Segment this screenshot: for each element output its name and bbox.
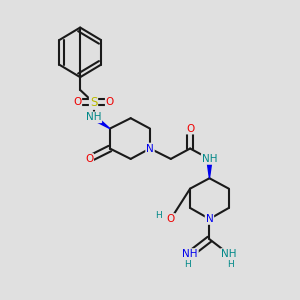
Polygon shape [207, 159, 212, 178]
Text: H: H [227, 260, 234, 269]
Text: N: N [206, 214, 213, 224]
Text: NH: NH [221, 249, 236, 259]
Text: O: O [106, 98, 114, 107]
Text: H: H [155, 212, 162, 220]
Text: NH: NH [86, 112, 101, 122]
Text: NH: NH [202, 154, 217, 164]
Text: S: S [90, 96, 97, 109]
Text: O: O [167, 214, 175, 224]
Polygon shape [92, 115, 110, 129]
Text: N: N [146, 143, 154, 154]
Text: O: O [186, 124, 194, 134]
Text: NH: NH [182, 249, 198, 259]
Text: O: O [85, 154, 93, 164]
Text: H: H [184, 260, 190, 269]
Text: O: O [73, 98, 81, 107]
